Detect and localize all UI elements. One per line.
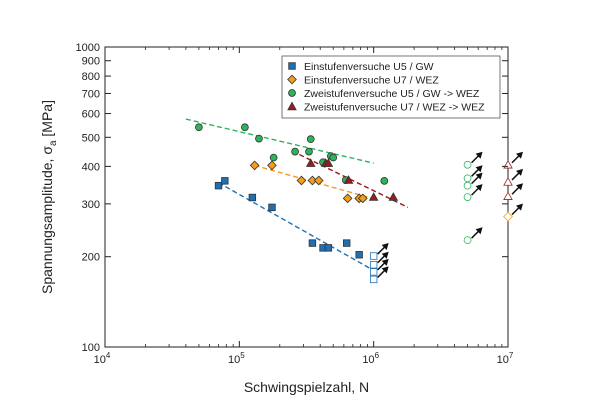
y-tick-label: 400 <box>82 161 100 173</box>
y-axis-title: Spannungsamplitude, σa [MPa] <box>39 100 59 294</box>
runout-arrowhead <box>516 168 523 176</box>
data-point-series-0 <box>355 251 363 259</box>
x-tick-label: 105 <box>228 351 245 366</box>
data-point-series-1 <box>267 160 277 171</box>
runout-point-series-0 <box>369 252 378 260</box>
legend-marker-series-1 <box>287 74 297 85</box>
data-point-series-0 <box>248 193 257 202</box>
data-point-series-2 <box>305 147 313 156</box>
data-point-series-2 <box>269 153 278 162</box>
y-tick-label: 900 <box>82 56 100 68</box>
data-point-series-2 <box>291 147 299 156</box>
trend-line-series-0 <box>218 182 375 272</box>
runout-point-series-2 <box>463 193 472 201</box>
data-point-series-1 <box>357 193 368 204</box>
y-tick-label: 500 <box>82 132 100 144</box>
legend-label-series-3: Zweistufenversuche U7 / WEZ -> WEZ <box>304 102 485 114</box>
data-point-series-1 <box>342 193 353 204</box>
runout-point-series-2 <box>463 160 472 169</box>
runout-arrowhead <box>475 184 483 192</box>
data-point-series-1 <box>307 175 318 186</box>
trend-line-series-1 <box>254 164 374 200</box>
data-point-series-2 <box>329 153 338 162</box>
data-point-series-0 <box>324 244 333 252</box>
y-tick-label: 100 <box>82 342 100 354</box>
data-points-layer <box>195 123 523 284</box>
x-tick-label: 107 <box>497 351 514 366</box>
y-tick-label: 200 <box>82 252 100 264</box>
runout-arrowhead <box>516 183 523 191</box>
legend-box <box>281 55 501 119</box>
runout-point-series-0 <box>369 275 378 284</box>
data-point-series-0 <box>308 239 317 247</box>
runout-point-series-3 <box>503 176 513 186</box>
runout-point-series-2 <box>463 181 472 190</box>
runout-arrowhead <box>516 203 523 211</box>
legend: Einstufenversuche U5 / GW Einstufenversuc… <box>281 55 501 119</box>
runout-point-series-2 <box>463 236 472 245</box>
x-tick-label: 106 <box>362 351 379 366</box>
runout-arrowhead <box>475 151 483 159</box>
data-point-series-2 <box>241 123 249 132</box>
runout-point-series-0 <box>369 268 378 276</box>
legend-label-series-0: Einstufenversuche U5 / GW <box>304 61 434 73</box>
legend-marker-series-3 <box>287 101 297 111</box>
data-point-series-3 <box>343 175 354 184</box>
data-point-series-3 <box>305 158 316 167</box>
data-point-series-1 <box>296 175 307 186</box>
y-tick-label: 1000 <box>76 42 100 54</box>
runout-point-series-3 <box>503 191 513 200</box>
data-point-series-3 <box>323 158 334 167</box>
x-tick-label: 104 <box>94 351 111 366</box>
trend-line-series-2 <box>185 118 374 164</box>
data-point-series-1 <box>249 160 260 171</box>
runout-arrowhead <box>475 172 483 180</box>
data-point-series-0 <box>343 239 351 247</box>
legend-marker-series-2 <box>288 89 296 97</box>
runout-arrowhead <box>381 251 389 259</box>
data-point-series-3 <box>368 192 379 201</box>
legend-label-series-2: Zweistufenversuche U5 / GW -> WEZ <box>304 88 480 100</box>
legend-label-series-1: Einstufenversuche U7 / WEZ <box>304 75 439 87</box>
runout-point-series-0 <box>369 261 378 269</box>
runout-arrowhead <box>516 151 523 159</box>
runout-arrowhead <box>475 227 483 235</box>
axes-layer: 104 105 106 107 100 200 300 400 500 600 700 800 900 1… <box>39 42 514 395</box>
legend-marker-series-0 <box>288 62 296 70</box>
data-point-series-0 <box>268 203 276 212</box>
data-point-series-2 <box>195 123 203 132</box>
data-point-series-2 <box>380 176 389 185</box>
runout-point-series-1 <box>503 211 513 222</box>
data-point-series-3 <box>388 192 399 201</box>
y-tick-label: 800 <box>82 71 100 83</box>
y-tick-label: 300 <box>82 199 100 211</box>
runout-arrowhead <box>475 165 483 173</box>
data-point-series-2 <box>306 135 315 144</box>
runout-arrowhead <box>381 243 389 251</box>
y-tick-label: 700 <box>82 88 100 100</box>
data-point-series-2 <box>255 134 263 143</box>
y-tick-label: 600 <box>82 109 100 121</box>
runout-point-series-2 <box>463 174 472 183</box>
data-point-series-0 <box>221 177 229 185</box>
data-point-series-0 <box>214 181 223 190</box>
x-axis-title: Schwingspielzahl, N <box>244 379 369 395</box>
data-point-series-1 <box>313 175 324 186</box>
runout-arrowhead <box>381 266 389 274</box>
runout-arrowhead <box>381 258 389 266</box>
runout-point-series-3 <box>503 159 513 169</box>
